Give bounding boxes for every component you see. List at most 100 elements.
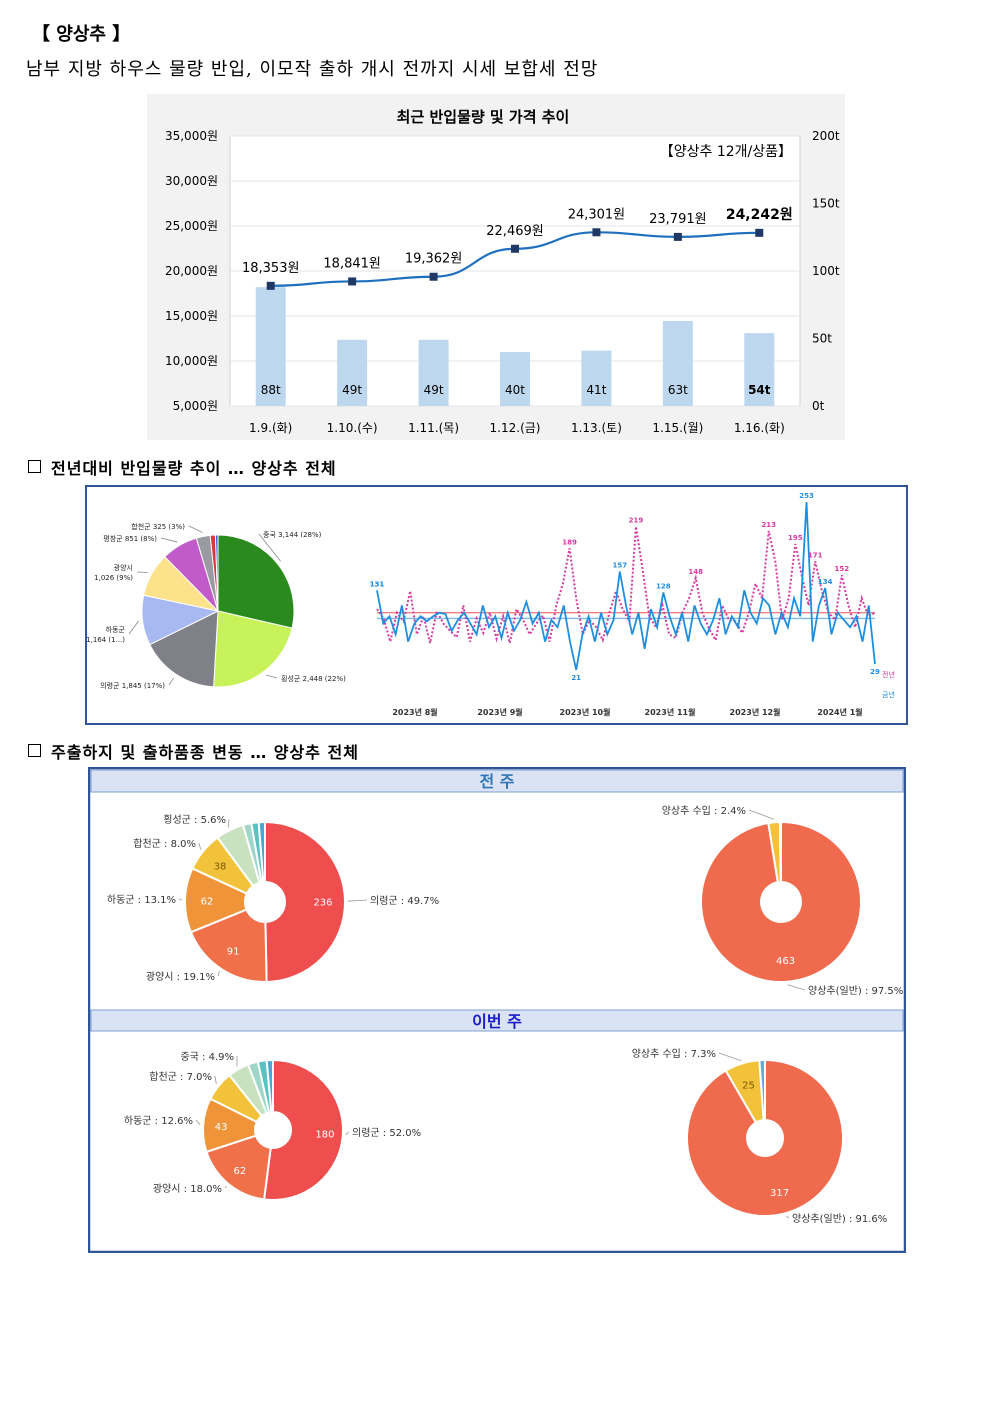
donut-slice: [263, 1058, 344, 1201]
pie-label: 광양시: [114, 564, 133, 572]
leader-line: [160, 537, 178, 543]
legend-cur: 금년: [882, 690, 895, 699]
peak-label: 213: [761, 521, 776, 529]
slice-label: 양상추(일반) : 91.6%: [792, 1213, 887, 1225]
volume-bar: [662, 320, 693, 406]
price-point: [673, 232, 682, 241]
pie-label: 중국 3,144 (28%): [263, 531, 322, 539]
slice-label: 하동군 : 12.6%: [124, 1114, 193, 1127]
x-tick: 2023년 8월: [392, 707, 437, 717]
y-left-tick: 10,000원: [165, 354, 218, 368]
volume-bar: [337, 339, 368, 406]
x-tick: 2024년 1월: [817, 707, 862, 717]
slice-label: 중국 : 4.9%: [180, 1051, 234, 1063]
origin-share-pie: 중국 3,144 (28%) 횡성군 2,448 (22%) 의령군 1,845 (…: [86, 522, 346, 690]
donut-slice: [700, 820, 862, 983]
legend-prev: 전년: [882, 670, 895, 679]
prev-week-variety-donut: 463 양상추(일반) : 97.5% 양상추 수입 : 2.4%: [662, 804, 904, 997]
leader-line: [748, 809, 775, 820]
leader-line: [345, 1131, 350, 1135]
y-left-tick: 25,000원: [165, 219, 218, 233]
leader-line: [168, 677, 175, 686]
pie-label: 1,164 (1...): [86, 636, 125, 644]
leader-line: [195, 1119, 201, 1125]
slice-value: 463: [776, 956, 795, 967]
bar-label: 49t: [424, 383, 444, 397]
leader-line: [228, 818, 230, 828]
peak-label: 157: [612, 561, 627, 569]
this-week-origin-donut: 180 의령군 : 52.0% 62 광양시 : 18.0% 43 하동군 : 12.6%…: [124, 1051, 421, 1201]
volume-bar: [744, 333, 775, 406]
donut-slice: [189, 908, 268, 983]
section-origin-label: 주출하지 및 출하품종 변동 … 양상추 전체: [51, 743, 359, 762]
prev-week-header: [90, 769, 904, 793]
leader-line: [265, 674, 278, 679]
leader-line: [718, 1052, 742, 1061]
x-tick: 2023년 12월: [730, 707, 781, 717]
price-label: 23,791원: [649, 212, 706, 227]
pie-slice: [214, 534, 219, 612]
peak-label: 152: [834, 565, 849, 573]
slice-value: 180: [315, 1129, 334, 1140]
trend-panel: 중국 3,144 (28%) 횡성군 2,448 (22%) 의령군 1,845 (…: [85, 485, 908, 725]
y-left-tick: 35,000원: [165, 129, 218, 143]
slice-value: 62: [234, 1166, 247, 1177]
pie-label: 평창군 851 (8%): [103, 534, 157, 543]
prev-week-title: 전 주: [479, 772, 514, 791]
price-point: [592, 228, 601, 237]
leader-line: [347, 899, 368, 902]
price-label: 22,469원: [486, 224, 543, 239]
origin-variety-panel: 전 주 이번 주 236 의령군 : 49.7% 91 광양시 : 19.1% 62 하동…: [88, 767, 906, 1253]
leader-line: [258, 533, 281, 562]
bar-label: 88t: [261, 383, 281, 397]
this-week-title: 이번 주: [472, 1012, 522, 1031]
x-tick: 2023년 9월: [477, 707, 522, 717]
slice-value: 38: [214, 861, 227, 872]
y-left-tick: 15,000원: [165, 309, 218, 323]
year-over-year-line-chart: 1892191482131951711521311571281312531342…: [370, 492, 895, 717]
x-tick: 1.13.(토): [571, 421, 622, 435]
slice-label: 의령군 : 52.0%: [352, 1127, 421, 1139]
bar-label: 41t: [586, 383, 606, 397]
peak-label: 195: [788, 534, 803, 542]
bar-label: 40t: [505, 383, 525, 397]
x-tick: 2023년 11월: [645, 707, 696, 717]
peak-label: 128: [656, 582, 671, 590]
pie-slice: [149, 610, 219, 688]
x-tick: 1.10.(수): [327, 421, 378, 435]
peak-label: 134: [818, 578, 833, 586]
peak-label: 189: [562, 538, 577, 546]
volume-bar: [418, 339, 449, 406]
donut-slice: [264, 820, 346, 984]
price-point: [755, 228, 764, 237]
y-right-tick: 100t: [812, 264, 840, 278]
price-label: 24,242원: [726, 207, 793, 223]
price-point: [429, 272, 438, 281]
leader-line: [787, 984, 806, 991]
volume-bar: [581, 350, 612, 406]
page-subtitle: 남부 지방 하우스 물량 반입, 이모작 출하 개시 전까지 시세 보합세 전망: [26, 59, 599, 80]
slice-label: 합천군 : 8.0%: [133, 838, 196, 850]
checkbox-icon: [28, 744, 41, 757]
slice-value: 62: [201, 897, 214, 908]
this-week-header: [90, 1009, 904, 1032]
leader-line: [214, 1075, 217, 1085]
bar-label: 49t: [342, 383, 362, 397]
section-trend-label: 전년대비 반입물량 추이 … 양상추 전체: [51, 459, 337, 478]
price-point: [511, 244, 519, 253]
x-tick: 1.9.(화): [249, 421, 292, 435]
price-label: 24,301원: [568, 207, 625, 222]
price-label: 19,362원: [405, 252, 462, 267]
donut-slice: [686, 1058, 844, 1217]
volume-bar: [255, 287, 286, 406]
leader-line: [217, 971, 220, 977]
x-tick: 1.12.(금): [490, 421, 541, 435]
peak-label: 253: [799, 492, 814, 500]
slice-value: 236: [313, 897, 332, 908]
price-label: 18,841원: [323, 256, 380, 271]
pie-label: 하동군: [106, 625, 126, 634]
y-left-tick: 20,000원: [165, 264, 218, 278]
y-right-tick: 50t: [812, 332, 832, 346]
price-point: [348, 277, 357, 286]
y-right-tick: 150t: [812, 197, 840, 211]
